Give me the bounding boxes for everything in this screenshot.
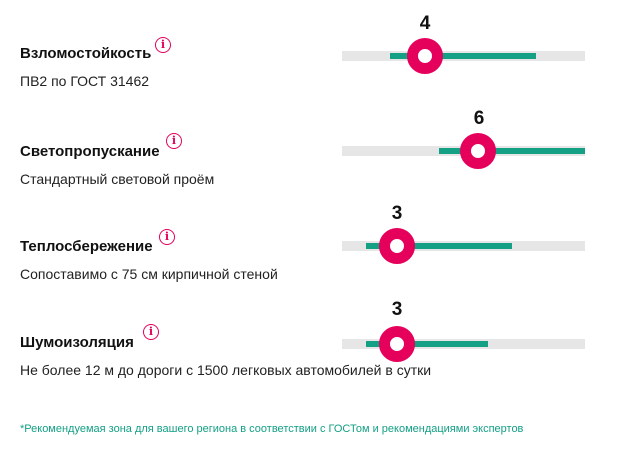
recommended-zone (390, 53, 536, 59)
criterion-description: Не более 12 м до дороги с 1500 легковых … (20, 362, 432, 378)
rating-value: 3 (391, 299, 403, 320)
rating-track (342, 326, 585, 362)
criterion-row-light-transmission: Светопропускание i Стандартный световой … (0, 0, 630, 187)
info-icon[interactable]: i (155, 37, 171, 53)
criterion-row-noise-insulation: Шумоизоляция i Не более 12 м до дороги с… (0, 0, 630, 378)
criterion-title: Теплосбережение (20, 238, 153, 255)
info-icon[interactable]: i (143, 324, 159, 340)
rating-value: 6 (473, 108, 485, 129)
rating-value: 3 (391, 203, 403, 224)
criterion-description: ПВ2 по ГОСТ 31462 (20, 73, 150, 89)
info-icon[interactable]: i (166, 133, 182, 149)
criterion-title: Светопропускание (20, 143, 160, 160)
criterion-title: Взломостойкость (20, 45, 152, 62)
rating-track (342, 228, 585, 264)
criterion-description: Сопоставимо с 75 см кирпичной стеной (20, 266, 278, 282)
recommended-zone-footnote: *Рекомендуемая зона для вашего региона в… (20, 423, 524, 435)
criterion-row-burglary-resistance: Взломостойкость i ПВ2 по ГОСТ 31462 4 (0, 0, 630, 90)
recommended-zone (439, 148, 585, 154)
rating-track (342, 38, 585, 74)
rating-track (342, 133, 585, 169)
rating-value: 4 (419, 13, 431, 34)
recommended-zone (366, 341, 488, 347)
info-icon[interactable]: i (159, 229, 175, 245)
rating-knob[interactable] (379, 228, 415, 264)
criterion-row-heat-saving: Теплосбережение i Сопоставимо с 75 см ки… (0, 0, 630, 282)
criterion-description: Стандартный световой проём (20, 171, 215, 187)
criterion-title: Шумоизоляция (20, 334, 134, 351)
rating-knob[interactable] (407, 38, 443, 74)
rating-knob[interactable] (460, 133, 496, 169)
rating-knob[interactable] (379, 326, 415, 362)
recommended-zone (366, 243, 512, 249)
